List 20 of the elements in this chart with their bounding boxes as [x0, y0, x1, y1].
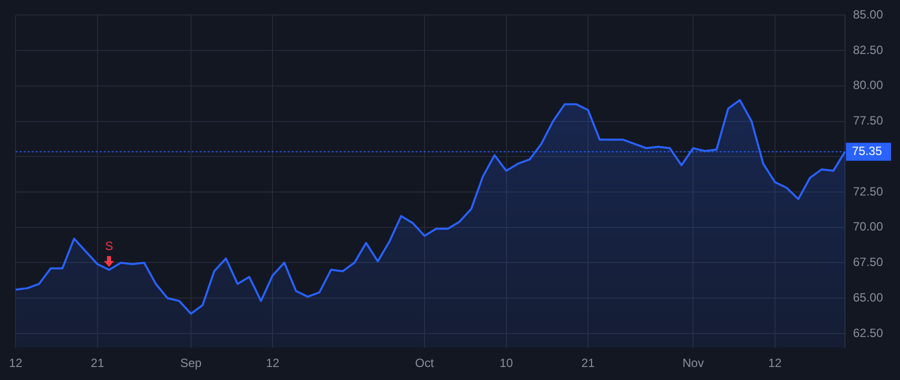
x-tick-label: Oct: [415, 356, 434, 370]
x-tick-label: 12: [8, 356, 23, 370]
y-tick-label: 85.00: [853, 8, 884, 22]
annotation: S: [105, 239, 114, 254]
x-tick-label: Nov: [682, 356, 704, 370]
ref-line-label: 75.35: [852, 144, 882, 158]
x-tick-label: 12: [768, 356, 782, 370]
y-tick-label: 77.50: [853, 114, 884, 128]
y-tick-label: 62.50: [853, 326, 884, 340]
y-tick-label: 70.00: [853, 220, 884, 234]
x-tick-label: Sep: [180, 356, 202, 370]
x-tick-label: 21: [90, 356, 104, 370]
y-tick-label: 65.00: [853, 290, 884, 304]
y-tick-label: 67.50: [853, 255, 884, 270]
y-tick-label: 80.00: [853, 78, 884, 92]
x-tick-label: 12: [266, 356, 280, 370]
y-tick-label: 82.50: [853, 42, 884, 57]
y-tick-label: 72.50: [853, 184, 884, 198]
x-tick-label: 21: [581, 356, 596, 370]
x-tick-label: 10: [500, 356, 514, 370]
